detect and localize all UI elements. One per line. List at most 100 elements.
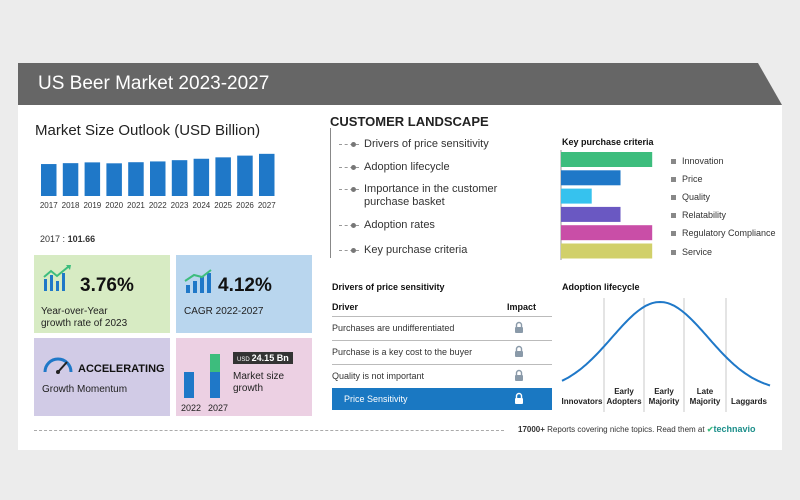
legend-square	[671, 159, 676, 165]
base-value: 101.66	[67, 234, 96, 244]
title-banner: US Beer Market 2023-2027	[18, 63, 782, 105]
kpc-title: Key purchase criteria	[562, 137, 654, 147]
market-size-bar	[171, 160, 188, 196]
year-tick-label: 2018	[62, 201, 80, 210]
base-separator: :	[62, 234, 66, 244]
market-size-bar	[215, 157, 231, 196]
legend-item: Regulatory Compliance	[671, 228, 776, 238]
kpc-bar	[561, 225, 653, 241]
driver-label: Purchases are undifferentiated	[332, 323, 455, 333]
momentum-label: Growth Momentum	[42, 384, 128, 395]
market-size-bar	[41, 164, 57, 196]
connector	[339, 250, 359, 251]
legend-square	[671, 177, 676, 183]
banner-fold	[758, 63, 782, 105]
badge-unit: USD	[237, 357, 250, 363]
connector	[339, 189, 359, 190]
yoy-label-2: growth rate of 2023	[41, 318, 128, 329]
market-size-bar	[128, 162, 144, 196]
legend-square	[671, 231, 676, 237]
bar-2027-base	[210, 372, 220, 398]
drivers-title: Drivers of price sensitivity	[332, 282, 445, 292]
adoption-stage-label: Adopters	[606, 397, 642, 406]
drivers-header: Driver Impact	[332, 302, 552, 312]
impact-column-header: Impact	[506, 302, 536, 312]
market-size-bar	[193, 158, 210, 196]
year-tick-label: 2017	[40, 201, 58, 210]
yoy-card: 3.76% Year-over-Year growth rate of 2023	[34, 255, 170, 333]
legend-item: Quality	[671, 192, 710, 202]
footer-brand[interactable]: technavio	[713, 424, 756, 434]
lock-icon	[515, 345, 523, 357]
legend-label: Regulatory Compliance	[682, 228, 776, 238]
landscape-item-label: Adoption rates	[364, 219, 435, 231]
growth-label-1: Market size	[233, 371, 285, 382]
customer-landscape-title: CUSTOMER LANDSCAPE	[330, 114, 489, 129]
yoy-value: 3.76%	[80, 275, 134, 296]
adoption-stage-label: Early	[654, 387, 674, 396]
badge-value: 24.15 Bn	[251, 353, 289, 363]
adoption-stage-label: Majority	[690, 397, 721, 406]
year-tick-label: 2027	[258, 201, 276, 210]
yoy-label-1: Year-over-Year	[41, 306, 108, 317]
base-year-label: 2017 : 101.66	[40, 234, 95, 244]
kpc-bar	[561, 206, 621, 222]
connector	[339, 144, 359, 145]
lock-icon	[515, 321, 523, 333]
kpc-chart	[560, 150, 653, 260]
connector	[339, 167, 359, 168]
technavio-logo-icon[interactable]: ✔	[706, 425, 714, 434]
driver-label: Price Sensitivity	[344, 394, 408, 404]
driver-column-header: Driver	[332, 302, 359, 312]
year-tick-label: 2024	[192, 201, 210, 210]
lock-icon	[515, 392, 523, 404]
footer-text: Reports covering niche topics. Read them…	[547, 425, 705, 434]
cagr-label: CAGR 2022-2027	[184, 306, 264, 317]
legend-item: Service	[671, 247, 712, 257]
kpc-bar	[561, 188, 592, 204]
year-tick-label: 2021	[127, 201, 145, 210]
market-size-bar	[106, 163, 122, 196]
year-tick-label: 2023	[171, 201, 189, 210]
adoption-lifecycle-chart: InnovatorsEarlyAdoptersEarlyMajorityLate…	[562, 298, 771, 412]
bar-2027-growth	[210, 354, 220, 372]
landscape-item-label: Adoption lifecycle	[364, 161, 450, 173]
legend-label: Service	[682, 247, 713, 257]
legend-square	[671, 195, 676, 201]
adoption-stage-label: Late	[697, 387, 714, 396]
landscape-item: Drivers of price sensitivity	[339, 138, 489, 151]
growth-card: 2022 2027 USD 24.15 Bn Market size growth	[176, 338, 312, 416]
kpc-bar	[561, 170, 621, 186]
market-size-title: Market Size Outlook (USD Billion)	[35, 122, 261, 139]
landscape-item-label: Key purchase criteria	[364, 244, 468, 256]
landscape-item-label: Drivers of price sensitivity	[364, 138, 489, 150]
growth-year-end: 2027	[208, 403, 229, 413]
legend-square	[671, 250, 676, 256]
bullet-dot	[351, 165, 356, 170]
connector	[339, 225, 359, 226]
landscape-line	[330, 128, 331, 258]
year-tick-label: 2020	[105, 201, 123, 210]
driver-row: Purchases are undifferentiated	[332, 316, 552, 338]
cagr-value: 4.12%	[218, 275, 272, 296]
market-size-chart: 2017 2018 2019 2020 2021 2022 2023 2024 2025 2026…	[40, 153, 276, 210]
adoption-stage-label: Innovators	[562, 397, 603, 406]
market-size-bar	[150, 161, 166, 196]
growth-badge: USD 24.15 Bn	[233, 352, 293, 364]
bullet-dot	[351, 223, 356, 228]
growth-bars-graphic	[184, 354, 220, 398]
momentum-title: ACCELERATING	[78, 363, 165, 375]
growth-label-2: growth	[233, 383, 264, 394]
speedometer-icon	[43, 357, 73, 374]
bullet-dot	[351, 187, 356, 192]
lock-icon	[515, 369, 523, 381]
growth-year-start: 2022	[181, 403, 202, 413]
year-tick-label: 2025	[214, 201, 232, 210]
page-title: US Beer Market 2023-2027	[38, 73, 270, 94]
footer-divider	[34, 430, 504, 431]
adoption-title: Adoption lifecycle	[562, 282, 640, 292]
market-size-bar	[259, 153, 275, 196]
legend-item: Innovation	[671, 156, 724, 166]
market-size-bar	[84, 162, 101, 196]
adoption-stage-label: Early	[614, 387, 634, 396]
